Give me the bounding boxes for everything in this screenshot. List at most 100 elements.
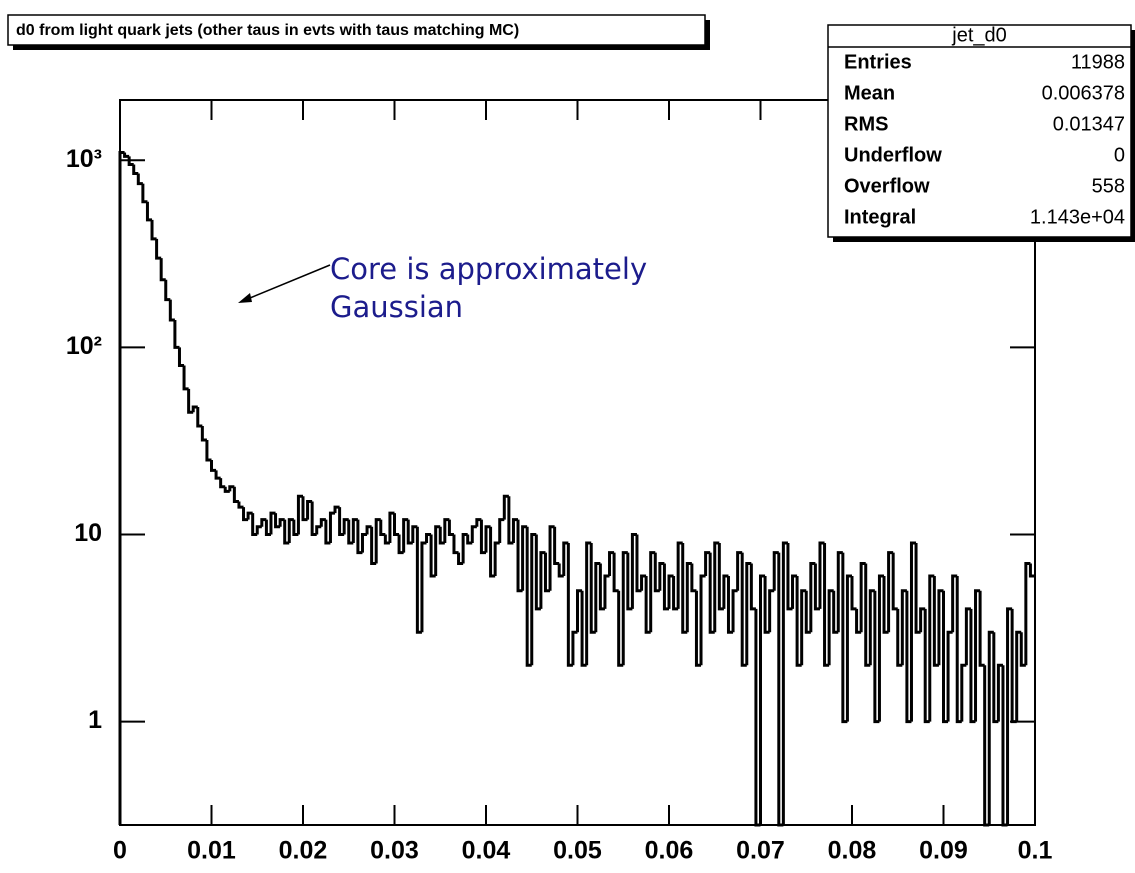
histogram-bin xyxy=(699,574,706,666)
y-tick-label: 10 xyxy=(74,519,102,547)
stats-value: 11988 xyxy=(1071,51,1125,73)
stats-label: RMS xyxy=(844,113,888,135)
histogram-bin xyxy=(864,563,871,667)
histogram-bin xyxy=(200,425,207,442)
histogram-bin xyxy=(324,519,331,545)
histogram-bin xyxy=(557,563,564,578)
histogram-bin xyxy=(365,525,372,535)
histogram-bin xyxy=(598,563,605,611)
histogram-bin xyxy=(530,532,537,666)
histogram-bin xyxy=(489,526,496,578)
histogram-bin xyxy=(525,526,532,667)
histogram-bin xyxy=(182,365,189,391)
histogram-bin xyxy=(466,534,473,545)
y-tick-label: 1 xyxy=(88,706,102,734)
histogram-bin xyxy=(315,525,322,535)
stats-label: Overflow xyxy=(844,175,930,197)
histogram-bin xyxy=(859,561,866,633)
histogram-bin xyxy=(397,534,404,555)
histogram-bin xyxy=(296,494,303,535)
histogram-bin xyxy=(932,575,939,667)
histogram-bin xyxy=(475,518,482,527)
histogram-bin xyxy=(1015,630,1022,722)
histogram-bin xyxy=(983,665,990,827)
histogram-bin xyxy=(511,518,519,544)
histogram-bin xyxy=(850,575,857,611)
histogram-bin xyxy=(795,575,802,667)
histogram-bin xyxy=(452,534,459,555)
title-box xyxy=(7,14,706,46)
stats-value: 0 xyxy=(1114,144,1125,166)
plot-area xyxy=(118,99,1036,827)
histogram-bin xyxy=(493,541,500,576)
histogram-bin xyxy=(132,164,139,175)
histogram-bin xyxy=(539,551,546,609)
histogram-bin xyxy=(521,525,528,591)
histogram-bin xyxy=(237,501,244,509)
histogram-bin xyxy=(722,574,729,609)
histogram-bin xyxy=(159,258,166,282)
histogram-bin xyxy=(461,532,468,564)
histogram-bin xyxy=(690,563,697,593)
annotation-arrowhead xyxy=(238,293,252,303)
histogram-bin xyxy=(763,575,770,634)
histogram-bin xyxy=(374,518,381,564)
histogram-bin xyxy=(786,543,793,611)
histogram-bin xyxy=(996,663,1003,722)
x-tick-label: 0.1 xyxy=(1018,837,1053,865)
chart-title: d0 from light quark jets (other taus in … xyxy=(16,22,519,39)
histogram-bin xyxy=(809,561,816,633)
histogram-bin xyxy=(877,574,885,722)
histogram-bin xyxy=(164,279,171,302)
histogram-bin xyxy=(630,532,637,609)
histogram-bin xyxy=(726,575,734,634)
histogram-bin xyxy=(502,494,509,520)
histogram-bin xyxy=(516,519,523,593)
histogram-bin xyxy=(585,541,592,666)
histogram-bin xyxy=(470,525,477,544)
histogram-bin xyxy=(841,552,848,724)
histogram-bin xyxy=(992,632,999,724)
x-tick-label: 0.08 xyxy=(828,837,877,865)
histogram-bin xyxy=(813,563,820,611)
histogram-bin xyxy=(484,525,491,553)
histogram-bin xyxy=(612,552,619,593)
histogram-bin xyxy=(251,513,258,536)
histogram-bin xyxy=(685,561,692,633)
histogram-bin xyxy=(479,519,486,555)
histogram-bin xyxy=(791,574,798,609)
histogram-bin xyxy=(269,511,276,535)
histogram-bin xyxy=(781,541,788,825)
x-tick-label: 0.04 xyxy=(462,837,511,865)
histogram-bin xyxy=(534,534,541,611)
histogram-bin xyxy=(434,525,441,576)
histogram-bin xyxy=(708,552,715,634)
histogram-bin xyxy=(818,541,825,609)
stats-label: Underflow xyxy=(844,144,942,166)
x-tick-label: 0.07 xyxy=(736,837,785,865)
histogram-bin xyxy=(676,541,683,609)
histogram-bin xyxy=(713,541,720,633)
histogram-bin xyxy=(1006,607,1013,825)
histogram-bin xyxy=(150,219,157,241)
histogram-bin xyxy=(658,561,665,591)
histogram-bin xyxy=(223,486,230,493)
histogram-bin xyxy=(649,551,656,633)
histogram-bin xyxy=(420,541,427,633)
histogram-bin xyxy=(736,551,743,591)
histogram-bin xyxy=(694,590,702,667)
stats-frame xyxy=(827,24,1132,238)
histogram-bin xyxy=(342,518,349,535)
histogram-bin xyxy=(287,518,294,544)
histogram-bin xyxy=(749,563,756,611)
x-tick-label: 0.09 xyxy=(919,837,968,865)
x-tick-label: 0.03 xyxy=(370,837,419,865)
histogram-bin xyxy=(1019,632,1026,667)
histogram-bin xyxy=(571,630,578,666)
histogram-bin xyxy=(626,552,633,611)
histogram-bin xyxy=(246,511,253,520)
histogram-bin xyxy=(402,518,409,553)
histogram-bin xyxy=(360,532,368,553)
x-tick-label: 0.05 xyxy=(553,837,602,865)
